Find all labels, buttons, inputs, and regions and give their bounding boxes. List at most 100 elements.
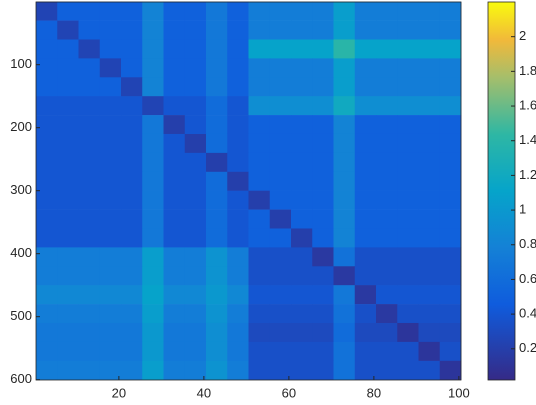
cell [354,341,377,362]
cell [439,152,462,173]
cell [418,247,441,267]
cell [142,304,164,324]
cell [36,20,58,40]
cell [57,58,79,78]
cell [163,77,186,97]
cell [78,304,101,324]
cell [397,115,419,135]
cell [227,341,249,362]
cell [57,171,79,191]
cell [99,266,122,286]
cell [206,322,228,343]
cell [121,39,143,59]
cell [269,322,292,343]
cell [439,266,462,286]
cell [99,304,122,324]
cell [227,209,249,229]
cell [291,228,313,248]
cell [184,247,207,267]
cell [248,58,271,78]
cell [57,1,79,21]
cell [227,58,249,78]
cell [291,96,313,116]
cell [142,171,164,191]
cell [397,133,419,154]
cell [269,209,292,229]
cell [312,20,334,40]
cell [376,58,398,78]
cell [333,96,356,116]
cell [57,341,79,362]
cell [206,77,228,97]
x-tick-label: 80 [367,385,381,400]
cell [163,1,186,21]
cell [184,266,207,286]
cell [397,171,419,191]
cell [36,152,58,173]
cell [99,115,122,135]
cell [269,1,292,21]
cell [121,115,143,135]
cell [333,171,356,191]
cell [376,228,398,248]
cell [142,133,164,154]
cell [227,190,249,210]
cell [418,1,441,21]
cell [439,133,462,154]
cell [206,96,228,116]
cell [312,133,334,154]
cell [269,96,292,116]
cell [376,171,398,191]
cell [333,285,356,305]
cell [184,190,207,210]
cell [376,341,398,362]
cell [206,115,228,135]
cell [354,133,377,154]
cell [291,322,313,343]
cell [78,209,101,229]
cell [227,247,249,267]
cell [439,304,462,324]
cell [248,171,271,191]
cell [142,190,164,210]
cell [227,266,249,286]
cell [163,304,186,324]
cell [142,58,164,78]
cell [312,115,334,135]
cell [184,304,207,324]
cell [354,285,377,305]
cell [121,1,143,21]
cell [99,228,122,248]
cell [206,39,228,59]
cell [418,304,441,324]
cell [354,39,377,59]
cell [312,360,334,380]
cell [269,152,292,173]
cell [78,341,101,362]
cell [184,115,207,135]
cell [439,20,462,40]
cell [57,228,79,248]
cell [248,228,271,248]
cell [248,1,271,21]
cell [269,228,292,248]
cell [439,190,462,210]
cell [163,228,186,248]
colorbar-tick-label: 1 [519,202,526,217]
cell [248,96,271,116]
cell [36,115,58,135]
cell [142,1,164,21]
cell [269,39,292,59]
cell [291,58,313,78]
cell [312,322,334,343]
cell [333,152,356,173]
cell [206,285,228,305]
cell [397,304,419,324]
cell [333,77,356,97]
cell [78,39,101,59]
x-tick-label: 60 [282,385,296,400]
cell [291,115,313,135]
y-tick-label: 600 [10,371,32,386]
cell [376,190,398,210]
cell [418,39,441,59]
